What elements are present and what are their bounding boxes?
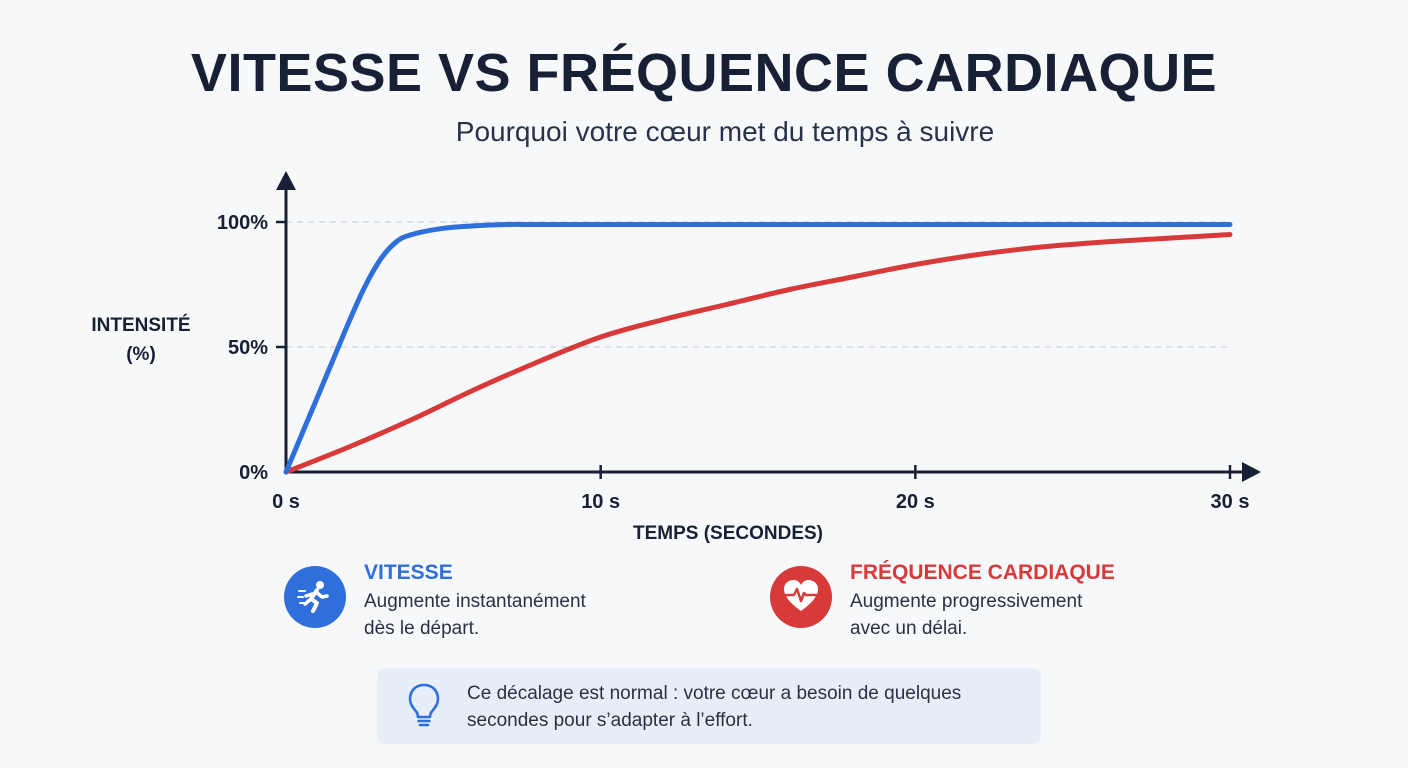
y-axis-label: (%) <box>126 344 156 365</box>
heart-pulse-icon <box>770 566 832 628</box>
legend-desc-line: Augmente progressivement <box>850 591 1083 612</box>
x-tick-label: 10 s <box>581 491 620 513</box>
x-axis-label: TEMPS (SECONDES) <box>633 523 823 544</box>
legend-title-speed: VITESSE <box>364 561 453 584</box>
y-tick-label: 100% <box>217 212 268 234</box>
legend-desc-speed: Augmente instantanément dès le départ. <box>364 588 586 642</box>
info-note: Ce décalage est normal : votre cœur a be… <box>377 668 1041 744</box>
legend-title-heart: FRÉQUENCE CARDIAQUE <box>850 561 1115 584</box>
chart-title: VITESSE VS FRÉQUENCE CARDIAQUE <box>190 43 1218 103</box>
y-tick-label: 50% <box>228 337 268 359</box>
legend-desc-line: Augmente instantanément <box>364 591 586 612</box>
y-tick-label: 0% <box>239 462 268 484</box>
x-tick-label: 0 s <box>272 491 300 513</box>
x-tick-label: 20 s <box>896 491 935 513</box>
running-person-icon <box>284 566 346 628</box>
line-chart: 0 s 10 s 20 s 30 s 0% 50% 100% TEMPS (SECONDES)… <box>91 171 1261 544</box>
note-text: Ce décalage est normal : votre cœur a be… <box>467 680 961 734</box>
series-line <box>283 232 1233 475</box>
note-line: secondes pour s’adapter à l’effort. <box>467 710 753 731</box>
chart-subtitle: Pourquoi votre cœur met du temps à suivr… <box>455 116 995 147</box>
legend-desc-line: dès le départ. <box>364 618 480 639</box>
lightbulb-icon <box>407 682 441 735</box>
y-axis-label: INTENSITÉ <box>91 314 190 336</box>
x-tick-label: 30 s <box>1211 491 1250 513</box>
x-axis-arrow <box>1242 462 1261 482</box>
legend-desc-heart: Augmente progressivement avec un délai. <box>850 588 1082 642</box>
legend-desc-line: avec un délai. <box>850 618 968 639</box>
series-line <box>283 221 1233 475</box>
note-line: Ce décalage est normal : votre cœur a be… <box>467 683 962 704</box>
y-axis-arrow <box>276 171 296 190</box>
